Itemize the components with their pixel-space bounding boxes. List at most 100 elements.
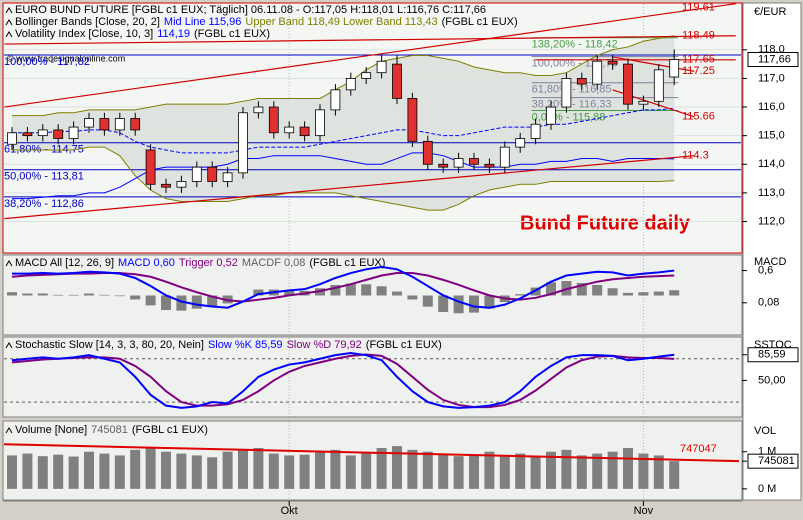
bar — [607, 288, 618, 296]
bar — [638, 453, 649, 489]
header-part: 745081 — [91, 424, 128, 436]
bar — [438, 295, 449, 312]
bar — [176, 295, 187, 311]
candle-body — [407, 98, 418, 142]
y-tick-label: 112,0 — [758, 215, 785, 227]
bar — [176, 453, 187, 489]
candle-body — [576, 78, 587, 85]
header: Stochastic Slow [14, 3, 3, 80, 20, Nein]… — [15, 339, 442, 351]
bar — [315, 451, 325, 489]
candle-body — [191, 166, 202, 182]
header-part: (FGBL c1 EUX) — [366, 339, 442, 351]
header: Volume [None] 745081 (FGBL c1 EUX) — [15, 424, 208, 436]
bar — [207, 295, 218, 307]
candle-body — [161, 183, 171, 188]
fib-label: 100,00% - 117,82 — [4, 56, 90, 68]
header-part: Slow %D 79,92 — [287, 339, 362, 351]
header-part: EURO BUND FUTURE [FGBL c1 EUX; Täglich] … — [15, 4, 486, 16]
header-part: Trigger 0,52 — [179, 257, 238, 269]
header-part: MACD All [12, 26, 9] — [15, 257, 114, 269]
axis-label: MACD — [754, 256, 786, 268]
bar — [130, 295, 141, 300]
trend-line — [612, 56, 695, 72]
candle-body — [207, 166, 218, 182]
bar — [22, 293, 33, 296]
candle-body — [623, 63, 633, 105]
header-icon — [5, 19, 13, 26]
candle-body — [315, 109, 325, 137]
candle-body — [299, 126, 310, 137]
x-tick-label: Okt — [281, 505, 298, 517]
candle-body — [530, 123, 541, 139]
candle-body — [22, 132, 33, 137]
bar — [114, 295, 125, 297]
header-part: 114,19 — [157, 28, 190, 40]
bar — [515, 294, 526, 296]
trend-line — [3, 443, 740, 463]
y-tick-label: 0 M — [758, 483, 776, 495]
series-line — [12, 265, 675, 309]
candle-body — [438, 163, 449, 168]
candle-body — [130, 118, 141, 131]
trend-line — [4, 35, 736, 45]
header-part: Volume [None] — [15, 424, 87, 436]
bar — [145, 448, 156, 489]
bar — [191, 455, 202, 489]
trend-label: 118.49 — [682, 30, 715, 42]
bar — [53, 294, 64, 296]
series-line — [11, 353, 675, 409]
header-part: Upper Band 118,49 Lower Band 113,43 — [245, 16, 437, 28]
annotation: Bund Future daily — [520, 212, 691, 234]
header-part: Slow %K 85,59 — [208, 339, 283, 351]
bar — [7, 292, 17, 296]
header-part: Bollinger Bands [Close, 20, 2] — [15, 16, 160, 28]
bar — [669, 290, 680, 296]
bar — [130, 449, 141, 489]
candle-body — [238, 112, 248, 174]
bar — [253, 289, 264, 296]
bar — [407, 449, 418, 489]
candle-body — [607, 60, 618, 65]
bar — [37, 293, 48, 296]
header-icon — [5, 342, 13, 349]
last-price: 117,66 — [758, 53, 791, 65]
bar — [330, 449, 341, 489]
bar — [114, 455, 125, 489]
header-part: (FGBL c1 EUX) — [132, 424, 208, 436]
header-part: MACD 0,60 — [118, 257, 175, 269]
candle-body — [7, 132, 17, 145]
fib-label: 138,20% - 118,42 — [532, 39, 618, 51]
bar — [530, 456, 541, 489]
series-line — [11, 351, 675, 409]
fib-label: 38,20% - 116,33 — [532, 98, 612, 110]
bar — [68, 456, 79, 489]
axis-label: VOL — [754, 425, 776, 437]
bar — [53, 454, 64, 489]
bar — [576, 455, 587, 489]
candle-body — [376, 60, 387, 74]
candle-body — [392, 63, 402, 99]
bar — [145, 295, 156, 306]
y-tick-label: 115,0 — [758, 130, 785, 142]
bar — [499, 455, 510, 489]
y-tick-label: 117,0 — [758, 72, 785, 84]
y-tick-label: 745081 — [758, 455, 795, 467]
header: EURO BUND FUTURE [FGBL c1 EUX; Täglich] … — [15, 4, 486, 16]
bar — [361, 284, 372, 296]
bar — [345, 283, 356, 296]
bar — [623, 448, 633, 489]
series-line — [12, 146, 675, 211]
bar — [392, 291, 402, 296]
fib-label: 61,80% - 116,85 — [532, 84, 612, 96]
bar — [253, 448, 264, 489]
bar — [299, 454, 310, 489]
bar — [576, 282, 587, 296]
trend-label: 747047 — [680, 443, 717, 455]
header-part: Mid Line 115,96 — [164, 16, 241, 28]
candle-body — [361, 72, 372, 79]
bar — [222, 451, 233, 489]
candle-body — [515, 138, 526, 148]
fib-label: 50,00% - 113,81 — [4, 171, 84, 183]
header-part: Stochastic Slow [14, 3, 3, 80, 20, Nein] — [15, 339, 204, 351]
fib-label: 38,20% - 112,86 — [4, 198, 84, 210]
